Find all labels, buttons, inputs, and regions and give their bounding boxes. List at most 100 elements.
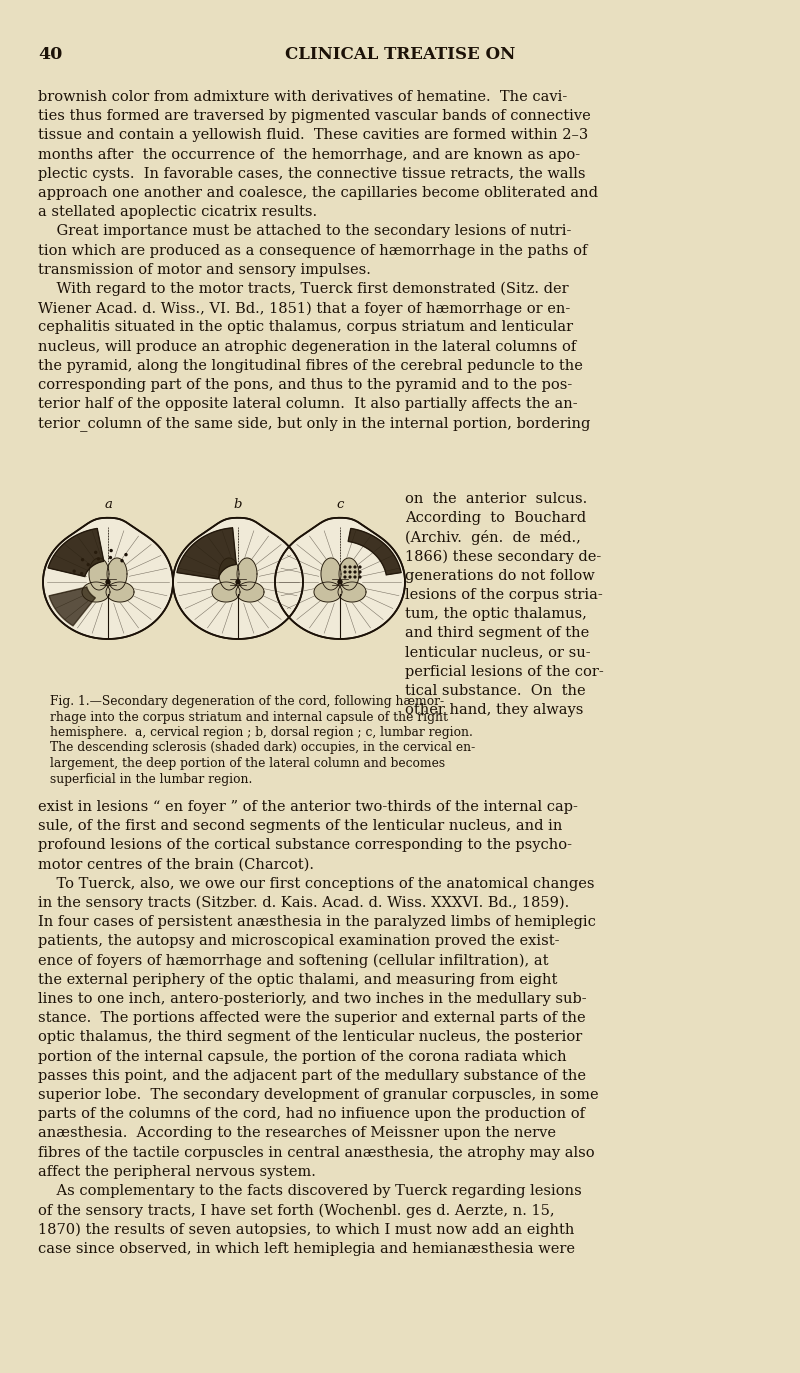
Text: tissue and contain a yellowish fluid.  These cavities are formed within 2–3: tissue and contain a yellowish fluid. Th… (38, 129, 588, 143)
Text: stance.  The portions affected were the superior and external parts of the: stance. The portions affected were the s… (38, 1011, 586, 1026)
Text: cephalitis situated in the optic thalamus, corpus striatum and lenticular: cephalitis situated in the optic thalamu… (38, 320, 573, 335)
Ellipse shape (87, 564, 90, 566)
Ellipse shape (82, 559, 83, 560)
Text: superior lobe.  The secondary development of granular corpuscles, in some: superior lobe. The secondary development… (38, 1087, 598, 1103)
Text: and third segment of the: and third segment of the (405, 626, 590, 640)
Polygon shape (48, 529, 104, 577)
Ellipse shape (359, 577, 361, 578)
Text: b: b (234, 498, 242, 511)
Polygon shape (212, 582, 240, 601)
Text: To Tuerck, also, we owe our first conceptions of the anatomical changes: To Tuerck, also, we owe our first concep… (38, 877, 594, 891)
Text: tical substance.  On  the: tical substance. On the (405, 684, 586, 697)
Text: Wiener Acad. d. Wiss., VI. Bd., 1851) that a foyer of hæmorrhage or en-: Wiener Acad. d. Wiss., VI. Bd., 1851) th… (38, 301, 570, 316)
Text: sule, of the first and second segments of the lenticular nucleus, and in: sule, of the first and second segments o… (38, 820, 562, 833)
Text: affect the peripheral nervous system.: affect the peripheral nervous system. (38, 1164, 316, 1179)
Text: portion of the internal capsule, the portion of the corona radiata which: portion of the internal capsule, the por… (38, 1049, 566, 1064)
Polygon shape (275, 518, 405, 638)
Text: Great importance must be attached to the secondary lesions of nutri-: Great importance must be attached to the… (38, 224, 571, 239)
Text: other hand, they always: other hand, they always (405, 703, 583, 717)
Text: anæsthesia.  According to the researches of Meissner upon the nerve: anæsthesia. According to the researches … (38, 1126, 556, 1141)
Text: exist in lesions “ en foyer ” of the anterior two-thirds of the internal cap-: exist in lesions “ en foyer ” of the ant… (38, 800, 578, 814)
Polygon shape (237, 557, 257, 590)
Ellipse shape (110, 556, 111, 559)
Text: a: a (104, 498, 112, 511)
Text: patients, the autopsy and microscopical examination proved the exist-: patients, the autopsy and microscopical … (38, 935, 559, 949)
Ellipse shape (236, 579, 240, 584)
Text: terior_column of the same side, but only in the internal portion, bordering: terior_column of the same side, but only… (38, 416, 590, 431)
Text: superficial in the lumbar region.: superficial in the lumbar region. (50, 773, 252, 785)
Text: plectic cysts.  In favorable cases, the connective tissue retracts, the walls: plectic cysts. In favorable cases, the c… (38, 166, 586, 181)
Text: With regard to the motor tracts, Tuerck first demonstrated (Sitz. der: With regard to the motor tracts, Tuerck … (38, 281, 569, 297)
Ellipse shape (98, 557, 99, 560)
Text: a stellated apoplectic cicatrix results.: a stellated apoplectic cicatrix results. (38, 205, 317, 220)
Text: tum, the optic thalamus,: tum, the optic thalamus, (405, 607, 587, 621)
Polygon shape (49, 588, 95, 626)
Text: terior half of the opposite lateral column.  It also partially affects the an-: terior half of the opposite lateral colu… (38, 397, 578, 411)
Text: on  the  anterior  sulcus.: on the anterior sulcus. (405, 492, 587, 507)
Polygon shape (339, 557, 359, 590)
Text: 1866) these secondary de-: 1866) these secondary de- (405, 549, 602, 564)
Polygon shape (106, 582, 134, 601)
Text: hemisphere.  a, cervical region ; b, dorsal region ; c, lumbar region.: hemisphere. a, cervical region ; b, dors… (50, 726, 473, 739)
Text: Fig. 1.—Secondary degeneration of the cord, following hæmor-: Fig. 1.—Secondary degeneration of the co… (50, 695, 444, 708)
Polygon shape (173, 518, 303, 638)
Ellipse shape (354, 571, 356, 573)
Text: rhage into the corpus striatum and internal capsule of the right: rhage into the corpus striatum and inter… (50, 710, 448, 724)
Polygon shape (177, 527, 236, 579)
Ellipse shape (359, 571, 361, 573)
Text: perficial lesions of the cor-: perficial lesions of the cor- (405, 665, 604, 678)
Text: approach one another and coalesce, the capillaries become obliterated and: approach one another and coalesce, the c… (38, 185, 598, 200)
Text: generations do not follow: generations do not follow (405, 568, 594, 582)
Text: months after  the occurrence of  the hemorrhage, and are known as apo-: months after the occurrence of the hemor… (38, 148, 580, 162)
Text: tion which are produced as a consequence of hæmorrhage in the paths of: tion which are produced as a consequence… (38, 243, 587, 258)
Text: In four cases of persistent anæsthesia in the paralyzed limbs of hemiplegic: In four cases of persistent anæsthesia i… (38, 916, 596, 930)
Polygon shape (219, 557, 239, 590)
Text: ence of foyers of hæmorrhage and softening (cellular infiltration), at: ence of foyers of hæmorrhage and softeni… (38, 954, 549, 968)
Ellipse shape (125, 553, 127, 556)
Ellipse shape (354, 566, 356, 568)
Ellipse shape (359, 566, 361, 568)
Text: case since observed, in which left hemiplegia and hemianæsthesia were: case since observed, in which left hemip… (38, 1241, 575, 1255)
Ellipse shape (349, 571, 351, 573)
Text: transmission of motor and sensory impulses.: transmission of motor and sensory impuls… (38, 262, 371, 277)
Text: CLINICAL TREATISE ON: CLINICAL TREATISE ON (285, 47, 515, 63)
Text: passes this point, and the adjacent part of the medullary substance of the: passes this point, and the adjacent part… (38, 1068, 586, 1083)
Text: The descending sclerosis (shaded dark) occupies, in the cervical en-: The descending sclerosis (shaded dark) o… (50, 741, 475, 755)
Polygon shape (321, 557, 341, 590)
Text: ties thus formed are traversed by pigmented vascular bands of connective: ties thus formed are traversed by pigmen… (38, 110, 590, 124)
Ellipse shape (344, 571, 346, 573)
Text: of the sensory tracts, I have set forth (Wochenbl. ges d. Aerzte, n. 15,: of the sensory tracts, I have set forth … (38, 1203, 554, 1218)
Text: lesions of the corpus stria-: lesions of the corpus stria- (405, 588, 602, 601)
Ellipse shape (81, 573, 82, 575)
Text: 1870) the results of seven autopsies, to which I must now add an eighth: 1870) the results of seven autopsies, to… (38, 1222, 574, 1237)
Ellipse shape (349, 577, 351, 578)
Polygon shape (43, 518, 173, 638)
Ellipse shape (94, 552, 97, 553)
Text: parts of the columns of the cord, had no infiuence upon the production of: parts of the columns of the cord, had no… (38, 1107, 585, 1122)
Text: largement, the deep portion of the lateral column and becomes: largement, the deep portion of the later… (50, 757, 445, 770)
Ellipse shape (110, 549, 112, 552)
Text: fibres of the tactile corpuscles in central anæsthesia, the atrophy may also: fibres of the tactile corpuscles in cent… (38, 1145, 594, 1160)
Text: (Archiv.  gén.  de  méd.,: (Archiv. gén. de méd., (405, 530, 581, 545)
Text: According  to  Bouchard: According to Bouchard (405, 511, 586, 526)
Ellipse shape (344, 566, 346, 568)
Polygon shape (82, 582, 110, 601)
Text: brownish color from admixture with derivatives of hematine.  The cavi-: brownish color from admixture with deriv… (38, 91, 567, 104)
Ellipse shape (121, 560, 123, 562)
Text: 40: 40 (38, 47, 62, 63)
Ellipse shape (338, 579, 342, 584)
Text: the pyramid, along the longitudinal fibres of the cerebral peduncle to the: the pyramid, along the longitudinal fibr… (38, 358, 583, 373)
Polygon shape (107, 557, 127, 590)
Text: the external periphery of the optic thalami, and measuring from eight: the external periphery of the optic thal… (38, 973, 558, 987)
Polygon shape (314, 582, 342, 601)
Ellipse shape (73, 570, 75, 573)
Text: lines to one inch, antero-posteriorly, and two inches in the medullary sub-: lines to one inch, antero-posteriorly, a… (38, 993, 586, 1006)
Ellipse shape (354, 577, 356, 578)
Polygon shape (348, 529, 401, 575)
Text: nucleus, will produce an atrophic degeneration in the lateral columns of: nucleus, will produce an atrophic degene… (38, 339, 576, 354)
Ellipse shape (344, 577, 346, 578)
Text: optic thalamus, the third segment of the lenticular nucleus, the posterior: optic thalamus, the third segment of the… (38, 1030, 582, 1045)
Text: motor centres of the brain (Charcot).: motor centres of the brain (Charcot). (38, 858, 314, 872)
Text: profound lesions of the cortical substance corresponding to the psycho-: profound lesions of the cortical substan… (38, 839, 572, 853)
Text: lenticular nucleus, or su-: lenticular nucleus, or su- (405, 645, 590, 659)
